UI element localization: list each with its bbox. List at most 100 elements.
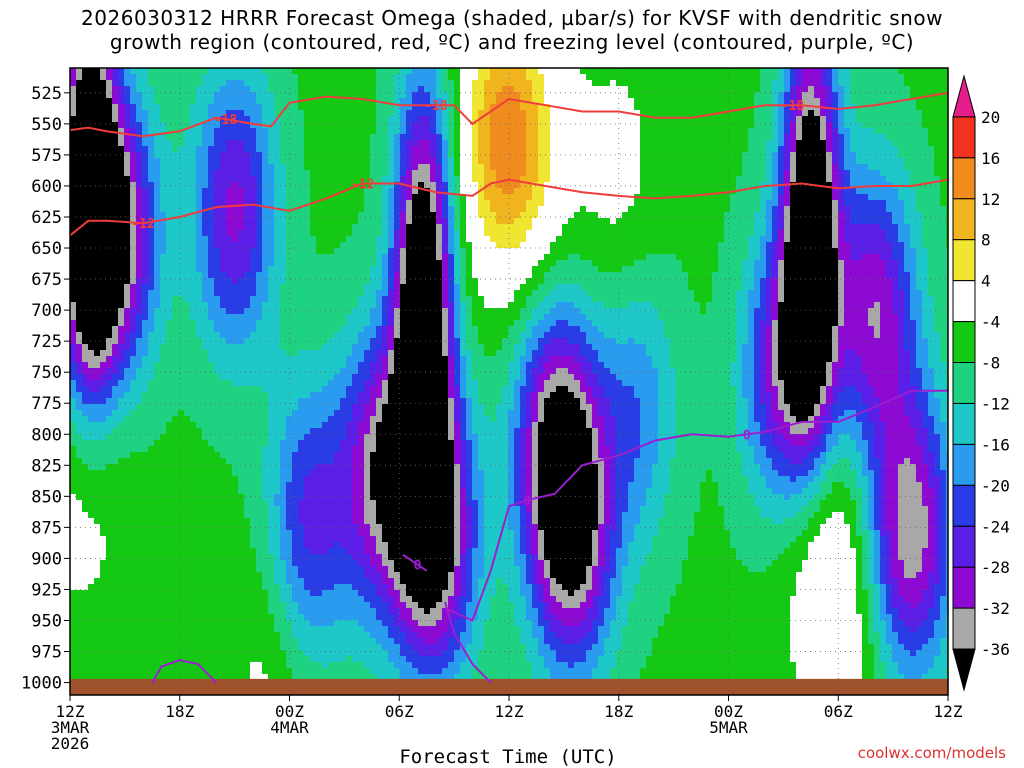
omega-cell xyxy=(124,416,131,423)
omega-cell xyxy=(334,224,341,231)
omega-cell xyxy=(226,104,233,111)
omega-cell xyxy=(352,224,359,231)
omega-cell xyxy=(280,656,287,663)
omega-cell xyxy=(196,188,203,195)
omega-cell xyxy=(238,446,245,453)
omega-cell xyxy=(100,260,107,267)
omega-cell xyxy=(274,74,281,81)
omega-cell xyxy=(262,272,269,279)
omega-cell xyxy=(268,176,275,183)
omega-cell xyxy=(112,584,119,591)
omega-cell xyxy=(70,494,77,501)
omega-cell xyxy=(256,98,263,105)
omega-cell xyxy=(244,236,251,243)
omega-cell xyxy=(280,434,287,441)
omega-cell xyxy=(214,398,221,405)
omega-cell xyxy=(178,356,185,363)
omega-cell xyxy=(268,194,275,201)
omega-cell xyxy=(142,500,149,507)
omega-cell xyxy=(160,524,167,531)
omega-cell xyxy=(292,140,299,147)
omega-cell xyxy=(106,224,113,231)
omega-cell xyxy=(262,386,269,393)
omega-cell xyxy=(190,650,197,657)
omega-cell xyxy=(184,596,191,603)
omega-cell xyxy=(100,320,107,327)
omega-cell xyxy=(250,476,257,483)
omega-cell xyxy=(220,92,227,99)
omega-cell xyxy=(232,656,239,663)
omega-cell xyxy=(214,608,221,615)
omega-cell xyxy=(328,362,335,369)
omega-cell xyxy=(172,674,179,681)
omega-cell xyxy=(298,620,305,627)
omega-cell xyxy=(88,242,95,249)
omega-cell xyxy=(238,416,245,423)
omega-cell xyxy=(226,242,233,249)
omega-cell xyxy=(268,284,275,291)
omega-cell xyxy=(160,638,167,645)
omega-cell xyxy=(118,284,125,291)
omega-cell xyxy=(118,638,125,645)
omega-cell xyxy=(178,134,185,141)
omega-cell xyxy=(190,176,197,183)
omega-cell xyxy=(244,572,251,579)
omega-cell xyxy=(208,104,215,111)
omega-cell xyxy=(244,98,251,105)
omega-cell xyxy=(232,440,239,447)
omega-cell xyxy=(244,650,251,657)
omega-cell xyxy=(340,218,347,225)
omega-cell xyxy=(298,296,305,303)
omega-cell xyxy=(208,614,215,621)
omega-cell xyxy=(310,278,317,285)
omega-cell xyxy=(274,212,281,219)
omega-cell xyxy=(124,482,131,489)
omega-cell xyxy=(232,122,239,129)
omega-cell xyxy=(70,668,77,675)
omega-cell xyxy=(352,356,359,363)
omega-cell xyxy=(220,434,227,441)
omega-cell xyxy=(100,632,107,639)
omega-cell xyxy=(244,368,251,375)
omega-cell xyxy=(160,446,167,453)
omega-cell xyxy=(70,338,77,345)
omega-cell xyxy=(274,278,281,285)
omega-cell xyxy=(100,182,107,189)
omega-cell xyxy=(352,368,359,375)
omega-cell xyxy=(238,266,245,273)
omega-cell xyxy=(250,566,257,573)
omega-cell xyxy=(334,242,341,249)
omega-cell xyxy=(166,584,173,591)
omega-cell xyxy=(172,668,179,675)
omega-cell xyxy=(268,560,275,567)
omega-cell xyxy=(148,344,155,351)
omega-cell xyxy=(142,644,149,651)
omega-cell xyxy=(94,662,101,669)
omega-cell xyxy=(238,614,245,621)
omega-cell xyxy=(226,488,233,495)
omega-cell xyxy=(244,308,251,315)
omega-cell xyxy=(256,362,263,369)
omega-cell xyxy=(274,134,281,141)
omega-cell xyxy=(346,326,353,333)
omega-cell xyxy=(136,512,143,519)
omega-cell xyxy=(208,350,215,357)
omega-cell xyxy=(136,380,143,387)
omega-cell xyxy=(328,578,335,585)
omega-cell xyxy=(226,572,233,579)
omega-cell xyxy=(118,158,125,165)
omega-cell xyxy=(124,302,131,309)
omega-cell xyxy=(322,344,329,351)
omega-cell xyxy=(328,158,335,165)
omega-cell xyxy=(214,206,221,213)
omega-cell xyxy=(226,560,233,567)
omega-cell xyxy=(292,536,299,543)
omega-cell xyxy=(124,266,131,273)
omega-cell xyxy=(238,134,245,141)
omega-cell xyxy=(340,638,347,645)
omega-cell xyxy=(136,662,143,669)
omega-cell xyxy=(274,290,281,297)
omega-cell xyxy=(334,476,341,483)
omega-cell xyxy=(124,308,131,315)
omega-cell xyxy=(268,638,275,645)
